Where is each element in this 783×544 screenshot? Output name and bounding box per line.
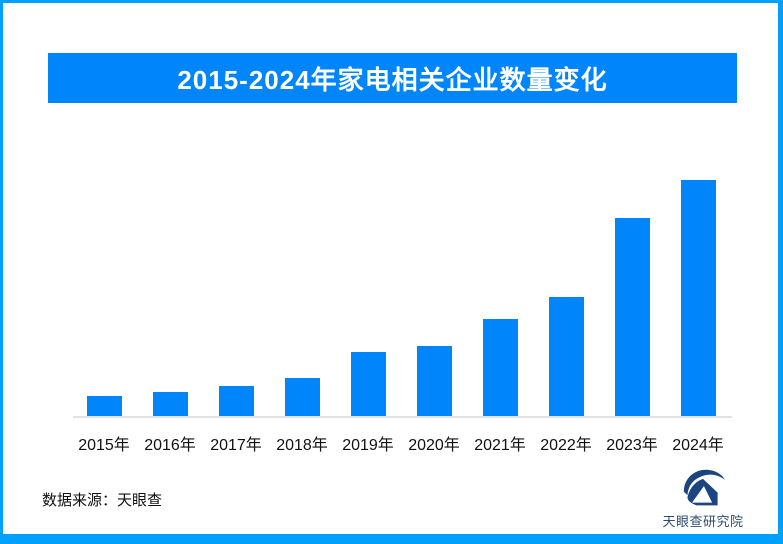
x-axis-label: 2019年 [342, 437, 394, 454]
x-axis-label: 2022年 [540, 437, 592, 454]
x-axis-label: 2018年 [276, 437, 328, 454]
bar-slot [203, 166, 269, 416]
bar-2022年 [548, 297, 584, 416]
bar-slot [269, 166, 335, 416]
bar-2024年 [680, 180, 716, 416]
chart-title-banner: 2015-2024年家电相关企业数量变化 [48, 53, 737, 103]
bar-slot [665, 166, 731, 416]
chart-title: 2015-2024年家电相关企业数量变化 [177, 64, 608, 95]
x-axis-label: 2020年 [408, 437, 460, 454]
x-axis-label: 2023年 [606, 437, 658, 454]
bar-2015年 [86, 396, 122, 416]
bar-slot [467, 166, 533, 416]
brand-text: 天眼查研究院 [662, 514, 744, 529]
bar-slot [599, 166, 665, 416]
bar-2021年 [482, 319, 518, 416]
bar-slot [401, 166, 467, 416]
x-axis-labels: 2015年 2016年 2017年 2018年 2019年 2020年 2021年 2022年… [71, 431, 731, 455]
bar-2023年 [614, 218, 650, 416]
x-axis-line [73, 416, 732, 418]
tianyancha-logo-icon [653, 465, 753, 509]
bar-2016年 [152, 392, 188, 416]
bar-2017年 [218, 386, 254, 416]
eye-swoosh-icon [683, 469, 725, 506]
bar-2019年 [350, 352, 386, 416]
bar-2018年 [284, 378, 320, 416]
brand-block: 天眼查研究院 [653, 465, 753, 530]
bar-2020年 [416, 346, 452, 416]
x-axis-label: 2015年 [78, 437, 130, 454]
bar-slot [533, 166, 599, 416]
x-axis-label: 2024年 [672, 437, 724, 454]
x-axis-label: 2021年 [474, 437, 526, 454]
bar-slot [335, 166, 401, 416]
x-axis-label: 2017年 [210, 437, 262, 454]
bar-slot [71, 166, 137, 416]
bar-slot [137, 166, 203, 416]
x-axis-label: 2016年 [144, 437, 196, 454]
bar-chart-plot-area [71, 166, 731, 416]
data-source-note: 数据来源：天眼查 [42, 492, 163, 509]
